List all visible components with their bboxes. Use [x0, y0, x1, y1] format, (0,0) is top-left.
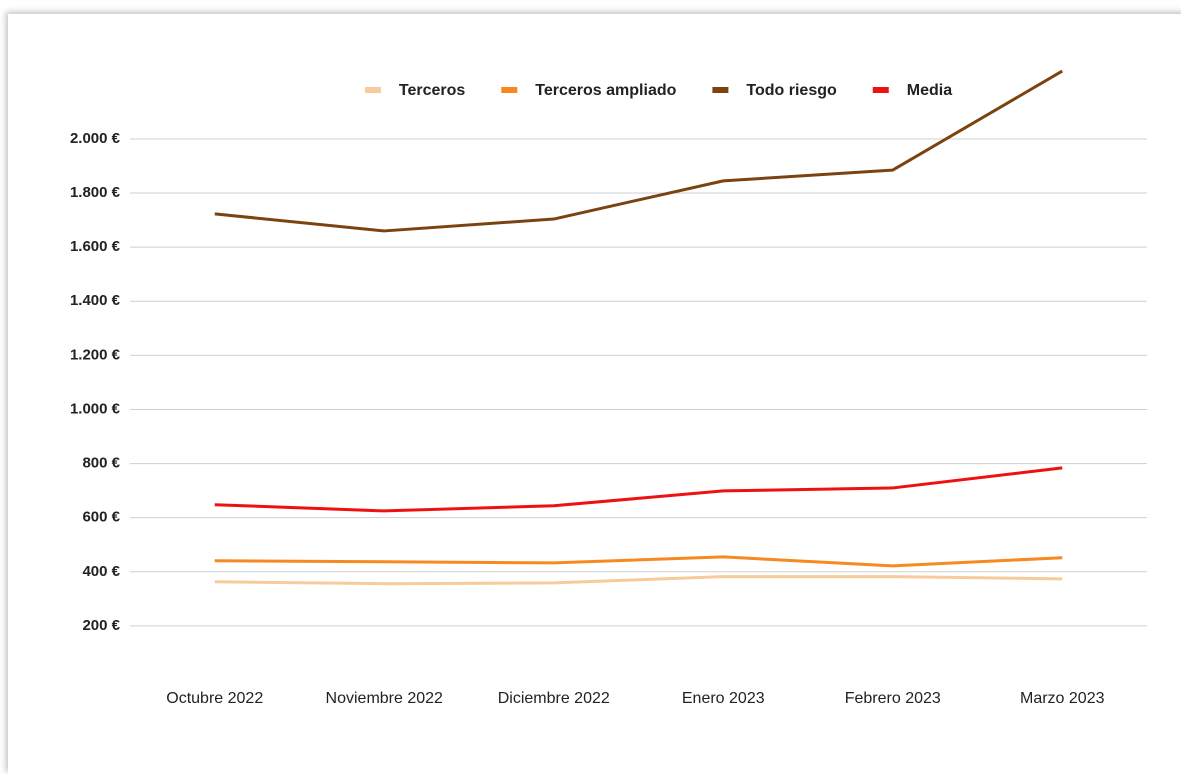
y-tick-label: 1.000 €	[70, 400, 121, 417]
y-tick-label: 200 €	[82, 617, 120, 634]
y-tick-label: 1.600 €	[70, 238, 121, 255]
y-tick-label: 2.000 €	[70, 130, 121, 147]
legend-swatch	[872, 87, 889, 93]
y-tick-label: 600 €	[82, 509, 120, 526]
series-line	[214, 555, 1063, 568]
series-line	[214, 575, 1063, 586]
x-tick-label: Noviembre 2022	[326, 690, 444, 707]
y-tick-label: 1.200 €	[70, 346, 121, 363]
series-line	[214, 466, 1063, 513]
chart-card	[8, 14, 1181, 774]
legend-swatch	[364, 87, 381, 93]
y-tick-label: 800 €	[82, 455, 120, 472]
legend-label: Terceros ampliado	[535, 82, 676, 99]
legend-label: Terceros	[399, 82, 466, 99]
legend-swatch	[712, 87, 729, 93]
y-tick-label: 1.800 €	[70, 184, 121, 201]
x-tick-label: Diciembre 2022	[498, 690, 610, 707]
x-tick-label: Marzo 2023	[1020, 690, 1105, 707]
x-tick-label: Febrero 2023	[845, 690, 941, 707]
x-tick-label: Octubre 2022	[166, 690, 263, 707]
legend-swatch	[501, 87, 518, 93]
series-line	[214, 69, 1064, 233]
legend-label: Media	[907, 82, 952, 99]
y-tick-label: 1.400 €	[70, 292, 121, 309]
chart: 200 € 400 € 600 € 800 € 1.000 € 1.200 € 1.400 …	[70, 69, 1147, 707]
x-tick-label: Enero 2023	[682, 690, 765, 707]
legend-label: Todo riesgo	[746, 82, 837, 99]
y-tick-label: 400 €	[82, 563, 120, 580]
page: {"chart_data": {"type": "line", "categor…	[69, 69, 1147, 708]
